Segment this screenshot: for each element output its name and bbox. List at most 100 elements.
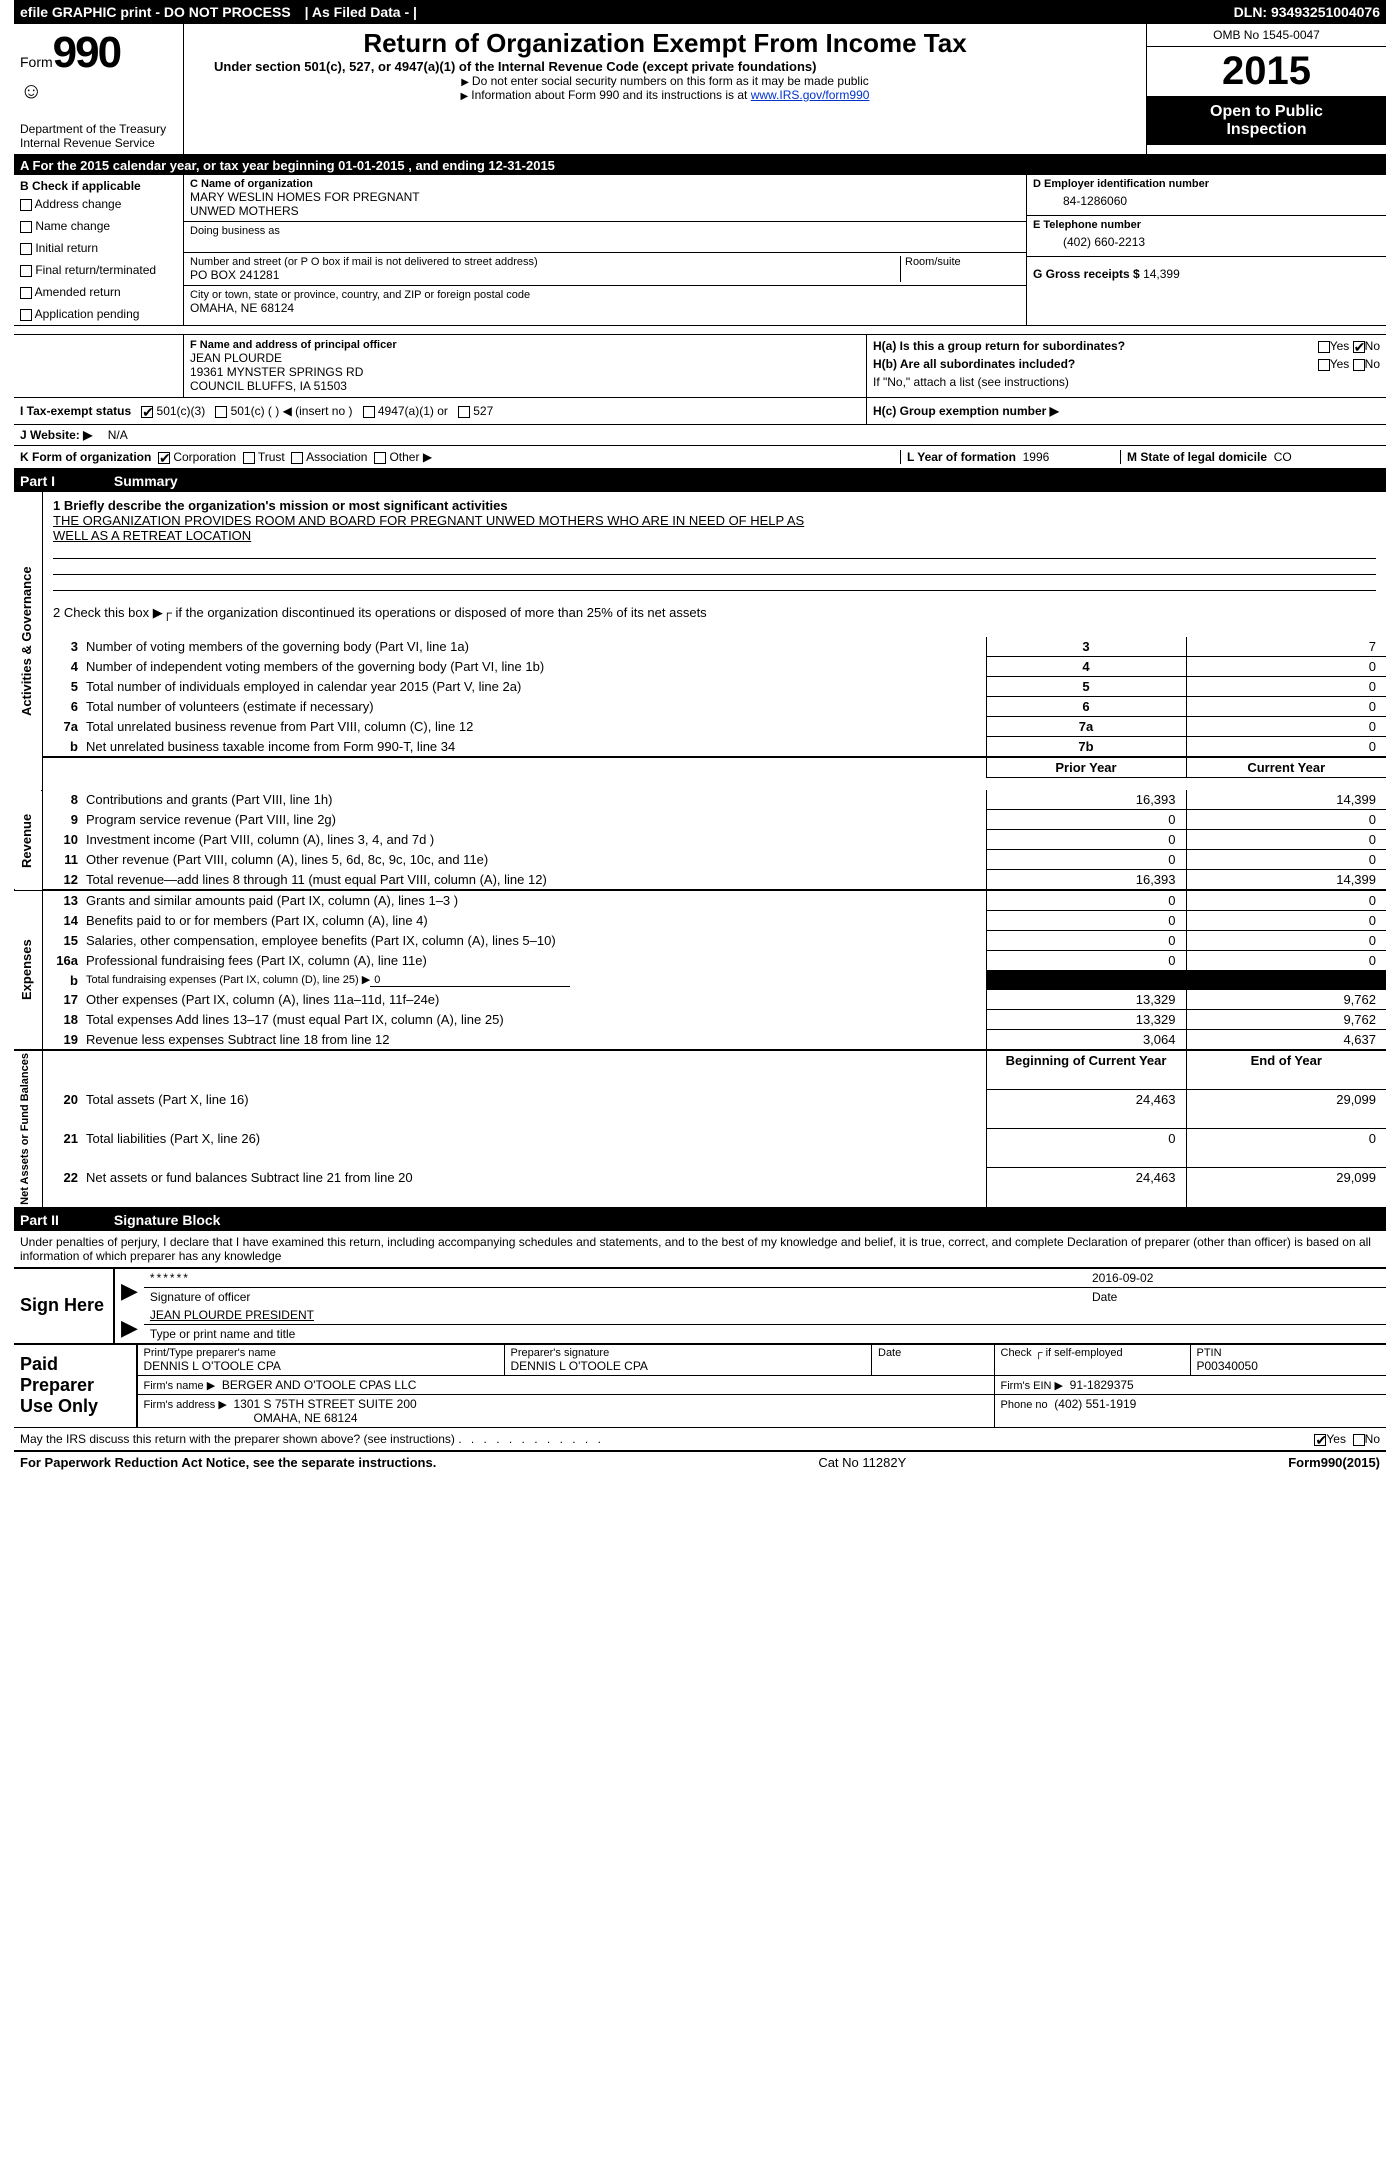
sign-here-label: Sign Here [14,1268,114,1343]
city-value: OMAHA, NE 68124 [190,301,1020,315]
sidebar-net-assets: Net Assets or Fund Balances [14,1050,42,1208]
chk-ha-no[interactable] [1353,341,1365,353]
page-footer: For Paperwork Reduction Act Notice, see … [14,1450,1386,1473]
room-label: Room/suite [900,256,1020,282]
gov-box: 6 [986,697,1186,717]
net-cy: 0 [1186,1129,1386,1168]
chk-trust[interactable] [243,452,255,464]
chk-corp[interactable] [158,452,170,464]
gov-box: 3 [986,637,1186,657]
chk-501c[interactable] [215,406,227,418]
e-phone-label: E Telephone number [1033,219,1380,231]
chk-hb-yes[interactable] [1318,359,1330,371]
i-label: I Tax-exempt status [20,404,131,418]
gov-num: 5 [71,679,78,694]
exp-text: Benefits paid to or for members (Part IX… [82,911,986,931]
chk-address-change[interactable] [20,199,32,211]
exp-text: Revenue less expenses Subtract line 18 f… [82,1030,986,1051]
prep-se-label: Check ┌ if self-employed [1001,1347,1184,1359]
exp-cy: 0 [1186,911,1386,931]
exp-cy: 0 [1186,951,1386,971]
ha-yes: Yes [1330,339,1350,353]
rev-cy: 0 [1186,850,1386,870]
tax-year: 2015 [1147,46,1386,97]
opt-corp: Corporation [173,450,236,464]
fundraising-value: 0 [370,974,570,987]
chk-name-change[interactable] [20,221,32,233]
l-value: 1996 [1023,450,1050,464]
discuss-yes: Yes [1326,1432,1346,1446]
form-title: Return of Organization Exempt From Incom… [194,28,1136,59]
g-gross-label: G Gross receipts $ [1033,267,1140,281]
gov-text: Number of voting members of the governin… [82,637,986,657]
preparer-table: Paid Preparer Use Only Print/Type prepar… [14,1343,1386,1427]
chk-other[interactable] [374,452,386,464]
l-label: L Year of formation [907,450,1016,464]
col-beginning: Beginning of Current Year [986,1050,1186,1090]
chk-discuss-yes[interactable] [1314,1434,1326,1446]
topbar-left: efile GRAPHIC print - DO NOT PROCESS [20,4,291,20]
chk-application-pending[interactable] [20,309,32,321]
discuss-no: No [1365,1432,1380,1446]
j-label: J Website: ▶ [20,428,92,442]
gov-num: 7a [64,719,78,734]
col-current-year: Current Year [1186,757,1386,778]
chk-amended-return[interactable] [20,287,32,299]
chk-501c3[interactable] [141,406,153,418]
exp-num: 19 [64,1032,78,1047]
k-label: K Form of organization [20,450,151,464]
exp-text: Total fundraising expenses (Part IX, col… [86,974,370,986]
rev-text: Program service revenue (Part VIII, line… [82,810,986,830]
sign-date: 2016-09-02 [1086,1268,1386,1288]
gov-text: Number of independent voting members of … [82,657,986,677]
exp-py: 0 [986,911,1186,931]
chk-discuss-no[interactable] [1353,1434,1365,1446]
city-label: City or town, state or province, country… [190,289,1020,301]
open-public-2: Inspection [1151,121,1382,139]
col-prior-year: Prior Year [986,757,1186,778]
chk-527[interactable] [458,406,470,418]
chk-initial-return[interactable] [20,243,32,255]
form-990-page: efile GRAPHIC print - DO NOT PROCESS | A… [14,0,1386,1473]
rev-text: Investment income (Part VIII, column (A)… [82,830,986,850]
rev-cy: 14,399 [1186,790,1386,810]
firm-ein-label: Firm's EIN ▶ [1001,1380,1064,1392]
f-label: F Name and address of principal officer [190,339,860,351]
line1-label: 1 Briefly describe the organization's mi… [53,498,1376,513]
chk-assoc[interactable] [291,452,303,464]
chk-4947[interactable] [363,406,375,418]
net-num: 20 [64,1092,78,1107]
form-subtitle: Under section 501(c), 527, or 4947(a)(1)… [194,59,1136,74]
typed-label: Type or print name and title [144,1324,1386,1343]
sidebar-expenses: Expenses [14,890,42,1050]
hb-no: No [1365,357,1380,371]
exp-py: 0 [986,890,1186,911]
rev-py: 0 [986,830,1186,850]
part-2-header: Part II Signature Block [14,1209,1386,1231]
net-num: 21 [64,1131,78,1146]
gov-row: bNet unrelated business taxable income f… [14,737,1386,758]
chk-ha-yes[interactable] [1318,341,1330,353]
opt-501c: 501(c) ( ) ◀ (insert no ) [231,404,353,418]
lbl-final-return: Final return/terminated [35,263,156,277]
col-end: End of Year [1186,1050,1386,1090]
gov-val: 0 [1186,697,1386,717]
ha-no: No [1365,339,1380,353]
net-text: Total assets (Part X, line 16) [82,1090,986,1129]
gov-text: Net unrelated business taxable income fr… [82,737,986,758]
net-cy: 29,099 [1186,1168,1386,1208]
sidebar-revenue: Revenue [14,790,42,890]
exp-py: 0 [986,931,1186,951]
chk-hb-no[interactable] [1353,359,1365,371]
lbl-application-pending: Application pending [35,307,140,321]
gov-val: 0 [1186,737,1386,758]
rev-num: 9 [71,812,78,827]
irs-link[interactable]: www.IRS.gov/form990 [751,88,870,102]
efile-topbar: efile GRAPHIC print - DO NOT PROCESS | A… [14,0,1386,24]
sidebar-governance: Activities & Governance [14,492,42,790]
chk-final-return[interactable] [20,265,32,277]
rev-num: 8 [71,792,78,807]
exp-text: Other expenses (Part IX, column (A), lin… [82,990,986,1010]
org-name-1: MARY WESLIN HOMES FOR PREGNANT [190,190,1020,204]
prep-sig-label: Preparer's signature [511,1347,866,1359]
